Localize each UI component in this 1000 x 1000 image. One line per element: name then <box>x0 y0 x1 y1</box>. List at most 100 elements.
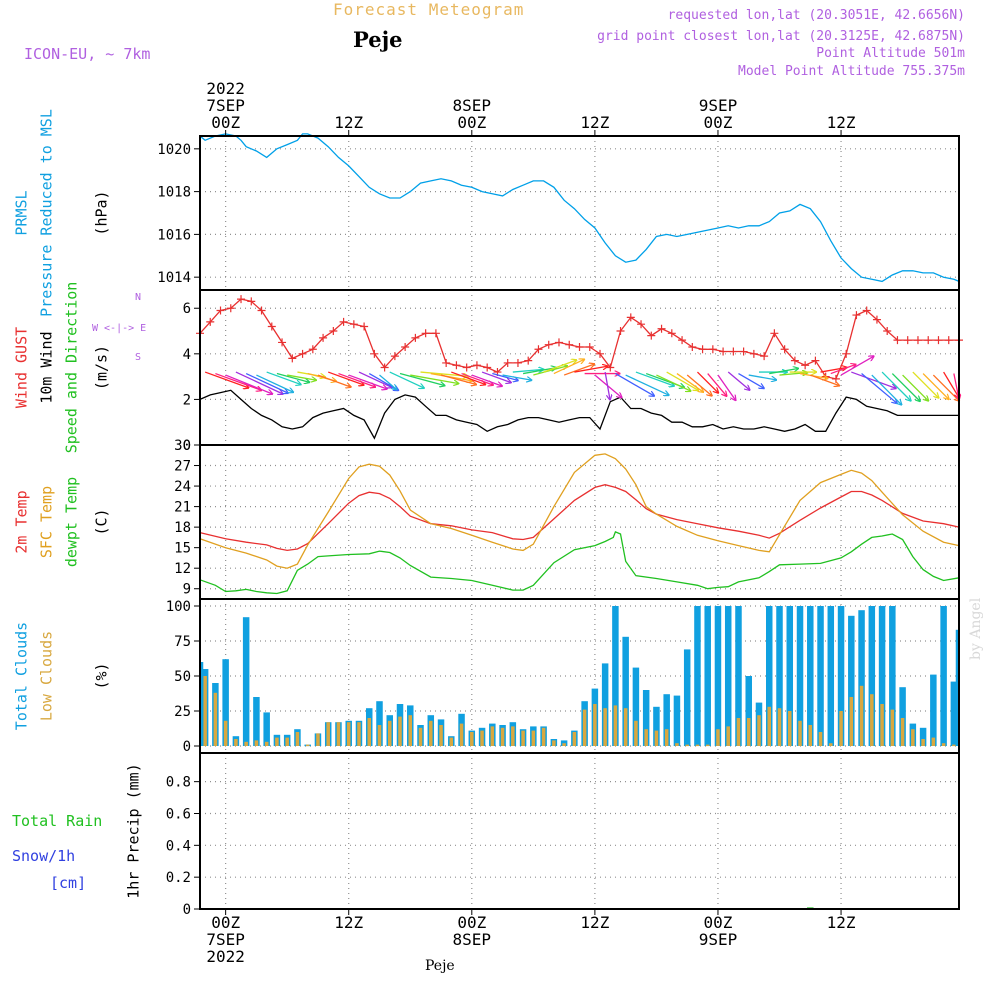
gust-marker <box>390 352 399 361</box>
ytick-label: 0 <box>183 902 191 918</box>
compass-north-label: N <box>135 292 141 303</box>
low-clouds-bar <box>254 740 259 746</box>
gust-marker <box>883 327 892 336</box>
wind-arrow <box>492 372 518 381</box>
total-clouds-bar <box>724 606 732 746</box>
ytick-label: 1016 <box>157 227 191 243</box>
total-clouds-bar <box>653 706 660 746</box>
wind-arrow <box>676 373 703 392</box>
gust-marker <box>206 317 215 326</box>
low-clouds-bar <box>634 720 638 746</box>
low-clouds-bar <box>572 732 577 746</box>
gust-marker <box>585 342 594 351</box>
low-clouds-bar <box>552 740 556 746</box>
axis-units: (%) <box>93 662 111 689</box>
ytick-label: 0.2 <box>166 870 191 886</box>
wind-arrow <box>912 371 939 398</box>
panel-frame <box>199 135 960 291</box>
low-clouds-bar <box>449 737 454 746</box>
wind-arrow <box>830 365 856 375</box>
gust-marker <box>554 338 563 347</box>
low-clouds-bar <box>757 715 761 746</box>
low-clouds-bar <box>480 730 484 746</box>
gust-marker <box>431 329 440 338</box>
total-clouds-bar <box>222 659 229 746</box>
low-clouds-bar <box>521 730 525 746</box>
axis-units: (hPa) <box>93 190 111 235</box>
ytick-label: 21 <box>174 500 191 516</box>
ytick-label: 2 <box>183 392 191 408</box>
panel-frame <box>199 752 960 910</box>
gust-marker <box>319 333 328 342</box>
low-clouds-bar <box>777 708 782 746</box>
low-clouds-bar <box>357 722 361 746</box>
total-clouds-bar <box>940 606 947 746</box>
bottom-time-label: 00Z <box>211 913 240 932</box>
total-clouds-bar <box>817 606 824 746</box>
total-clouds-bar <box>796 606 804 746</box>
gust-marker <box>349 320 358 329</box>
top-time-label: 12Z <box>580 113 609 132</box>
total-clouds-bar <box>919 727 927 746</box>
axis-title: SFC Temp <box>38 486 56 558</box>
gust-marker <box>729 347 738 356</box>
low-clouds-bar <box>788 711 792 746</box>
wind-arrow <box>389 371 424 388</box>
ytick-label: 50 <box>174 669 191 685</box>
wind-arrow <box>276 372 309 383</box>
gust-marker <box>698 345 707 354</box>
low-clouds-bar <box>767 706 771 746</box>
wind-arrow <box>461 372 493 385</box>
gust-marker <box>503 358 512 367</box>
gust-marker <box>267 322 276 331</box>
gust-marker <box>719 347 728 356</box>
wind-arrow <box>861 373 897 404</box>
low-clouds-bar <box>203 676 207 746</box>
bottom-time-label: 12Z <box>580 913 609 932</box>
wind-arrow <box>410 374 458 383</box>
ytick-label: 0 <box>183 739 191 755</box>
total-clouds-bar <box>868 606 876 746</box>
gridpoint-coordinates: grid point closest lon,lat (20.3125E, 42… <box>597 29 965 44</box>
meteogram-title: Forecast Meteogram <box>333 0 525 19</box>
bottom-time-label: 2022 <box>206 947 245 966</box>
wind-arrow <box>769 368 798 375</box>
gust-marker <box>667 329 676 338</box>
low-clouds-bar <box>264 741 269 746</box>
gust-marker <box>452 361 461 370</box>
total-clouds-bar <box>837 606 845 746</box>
wind-arrow <box>502 374 532 380</box>
axis-title: Total Clouds <box>13 622 31 730</box>
wind-arrow <box>317 374 351 387</box>
gust-marker <box>257 306 266 315</box>
total-clouds-bar <box>263 712 270 746</box>
total-clouds-bar <box>766 606 773 746</box>
axis-title: Pressure Reduced to MSL <box>38 109 56 317</box>
wind-arrow <box>215 372 261 391</box>
low-clouds-bar <box>654 730 659 746</box>
wind-arrow <box>840 356 874 376</box>
model-point-altitude: Model Point Altitude 755.375m <box>738 64 965 79</box>
low-clouds-bar <box>377 725 382 746</box>
bottom-time-label: 12Z <box>334 913 363 932</box>
wind-arrow <box>512 369 543 372</box>
wind-arrow <box>779 373 808 375</box>
gust-marker <box>944 336 953 345</box>
gust-marker <box>472 361 481 370</box>
low-clouds-bar <box>716 729 720 746</box>
total-clouds-bar <box>601 663 609 746</box>
total-clouds-bar <box>889 606 896 746</box>
low-clouds-bar <box>870 694 874 746</box>
total-clouds-bar <box>878 606 886 746</box>
ytick-label: 75 <box>174 634 191 650</box>
low-clouds-bar <box>675 743 679 746</box>
low-clouds-bar <box>326 722 330 746</box>
wind-arrow <box>820 367 847 373</box>
axis-units: (m/s) <box>93 345 111 390</box>
axis-title: PRMSL <box>13 190 31 235</box>
low-clouds-bar <box>398 716 402 746</box>
ytick-label: 30 <box>174 438 191 454</box>
gust-marker <box>626 313 635 322</box>
ytick-label: 100 <box>166 599 191 615</box>
total-clouds-bar <box>930 674 937 746</box>
